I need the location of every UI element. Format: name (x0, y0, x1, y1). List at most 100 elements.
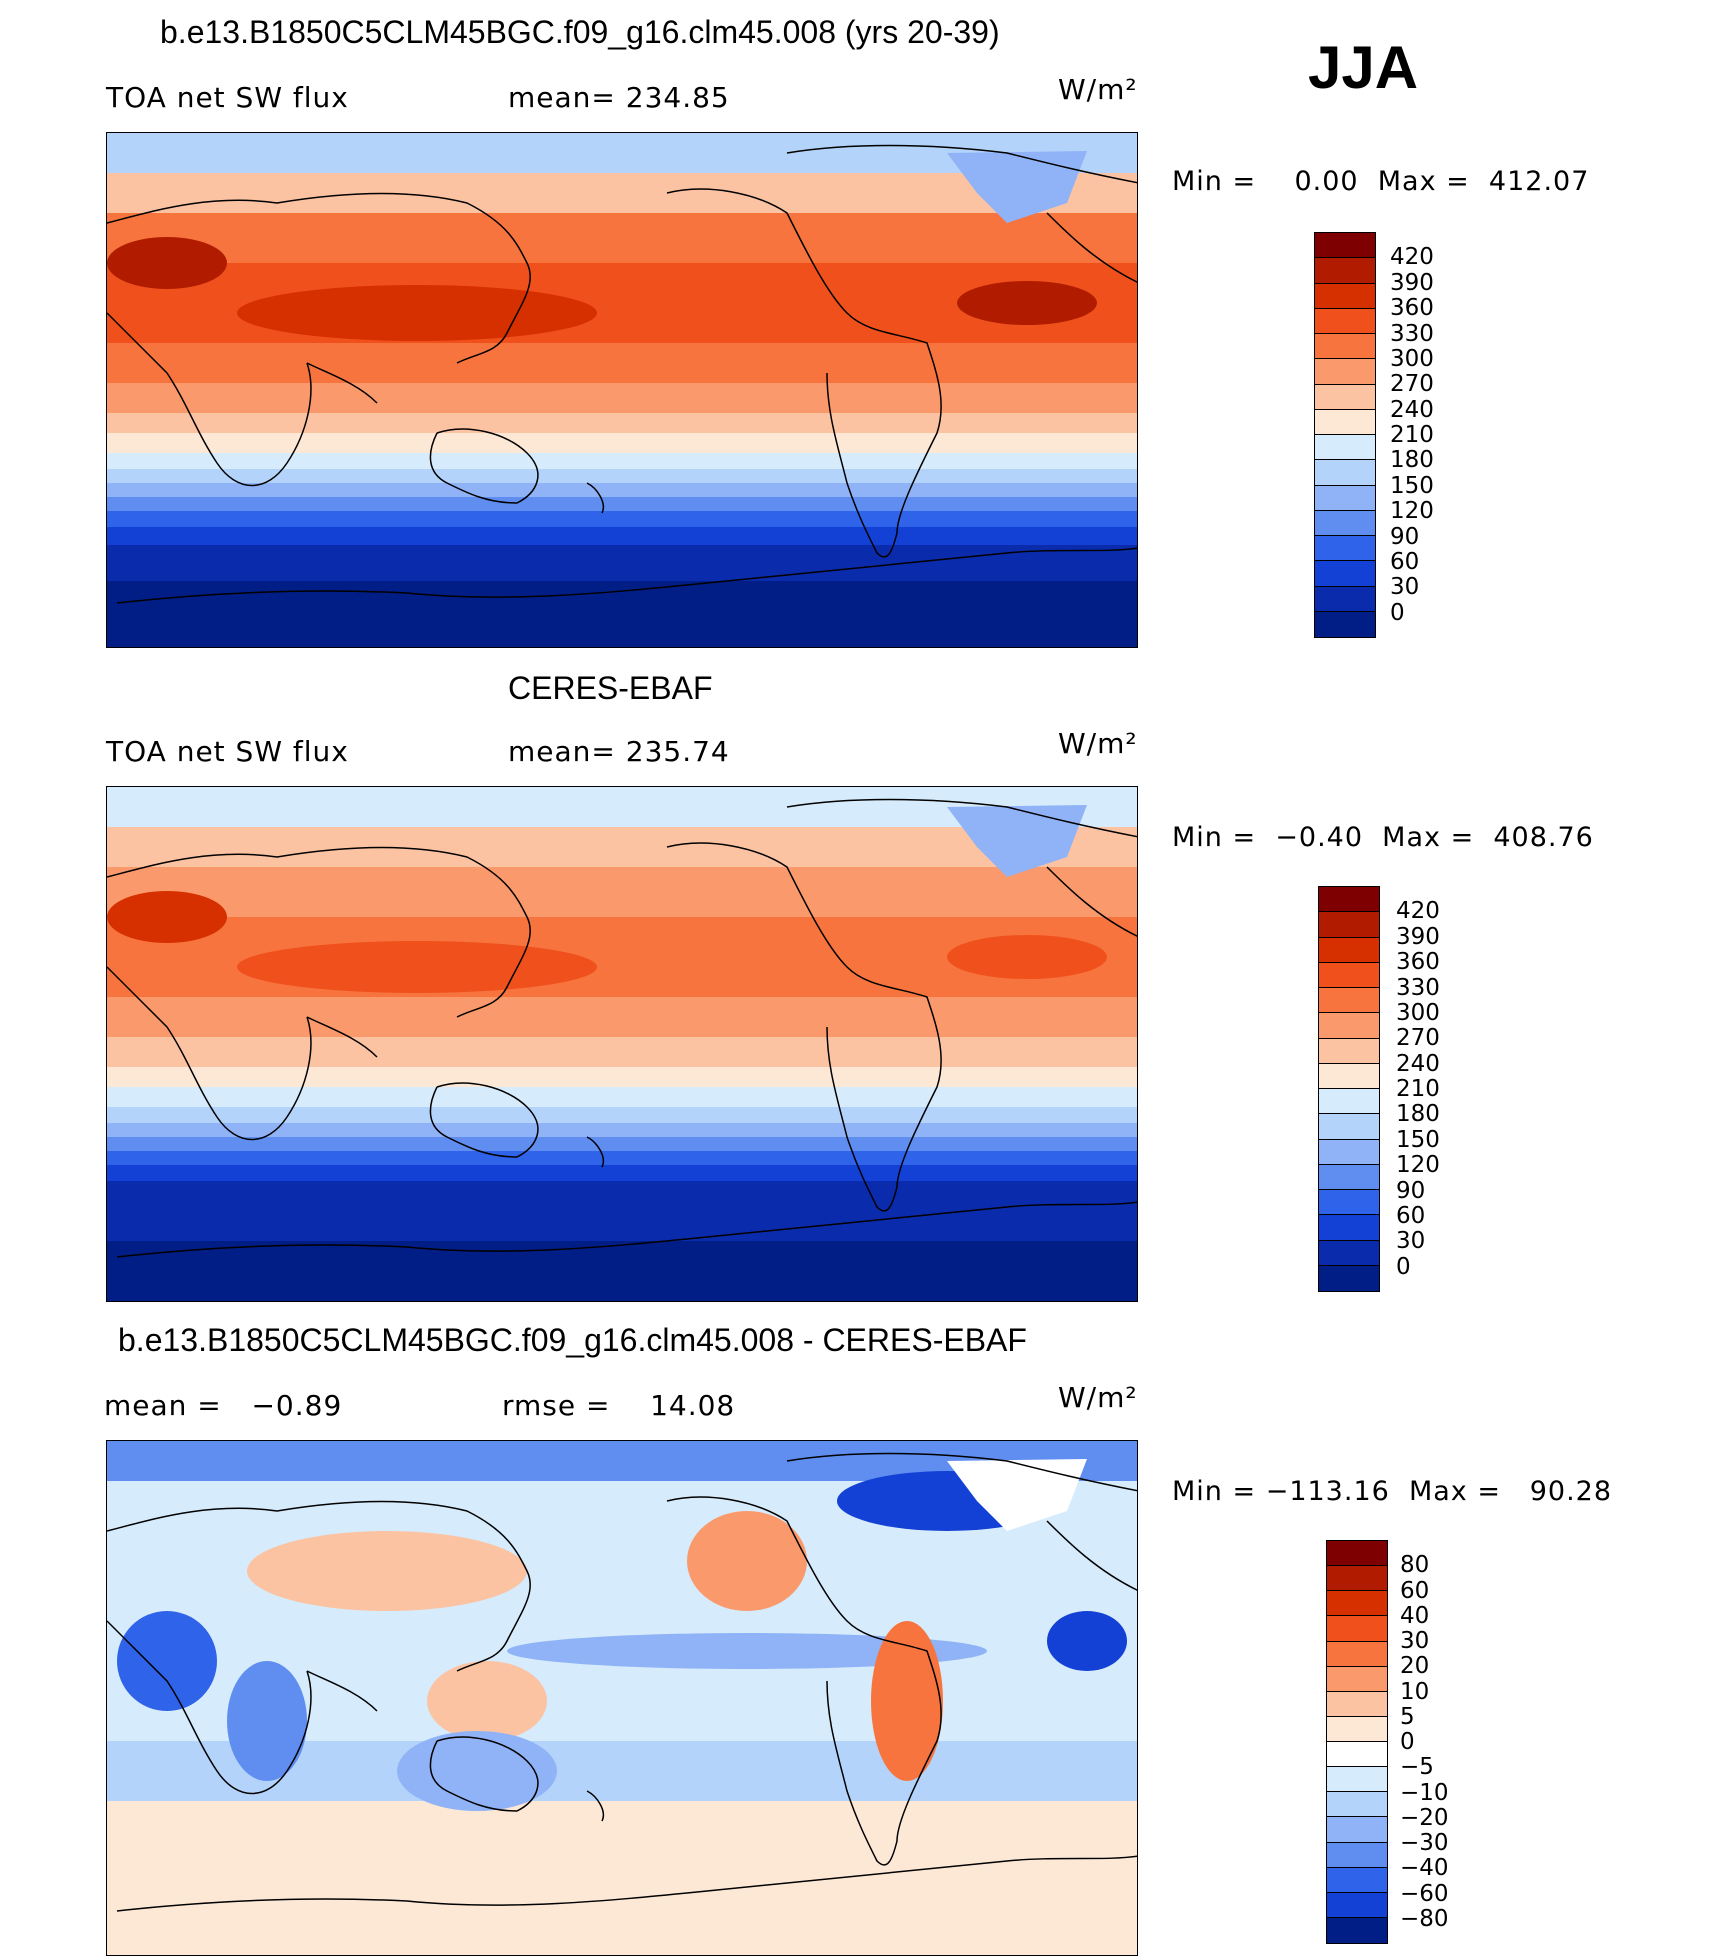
colorbar-tick-label: 240 (1390, 396, 1434, 423)
colorbar-tick-label: 360 (1396, 949, 1440, 976)
colorbar-swatch (1319, 1265, 1379, 1291)
colorbar-tick-label: 80 (1400, 1552, 1430, 1579)
colorbar-swatch (1315, 611, 1375, 637)
colorbar-swatch (1315, 359, 1375, 385)
panel-2-map (106, 786, 1138, 1302)
colorbar-tick-label: −10 (1400, 1779, 1449, 1806)
colorbar-tick-label: 60 (1400, 1577, 1430, 1604)
panel-3-colorbar (1326, 1540, 1388, 1944)
season-label: JJA (1308, 34, 1419, 101)
colorbar-swatch (1315, 435, 1375, 461)
colorbar-swatch (1319, 912, 1379, 938)
colorbar-swatch (1315, 334, 1375, 360)
panel-1-colorbar (1314, 232, 1376, 638)
colorbar-swatch (1327, 1742, 1387, 1768)
colorbar-tick-label: 0 (1400, 1729, 1415, 1755)
colorbar-tick-label: 330 (1390, 320, 1434, 347)
colorbar-tick-label: 210 (1390, 422, 1434, 448)
panel-1-map-graphic (107, 133, 1137, 647)
colorbar-tick-label: 240 (1396, 1050, 1440, 1077)
colorbar-swatch (1319, 1139, 1379, 1165)
colorbar-swatch (1315, 233, 1375, 259)
colorbar-tick-label: 330 (1396, 974, 1440, 1001)
colorbar-swatch (1315, 384, 1375, 410)
colorbar-swatch (1319, 1164, 1379, 1190)
colorbar-tick-label: −80 (1400, 1905, 1449, 1932)
colorbar-tick-label: 360 (1390, 295, 1434, 322)
colorbar-tick-label: 90 (1390, 523, 1420, 550)
colorbar-tick-label: 300 (1396, 999, 1440, 1026)
colorbar-tick-label: 60 (1390, 548, 1420, 575)
colorbar-swatch (1327, 1792, 1387, 1818)
colorbar-swatch (1319, 1190, 1379, 1216)
colorbar-tick-label: 30 (1390, 574, 1420, 601)
colorbar-tick-label: 10 (1400, 1678, 1430, 1705)
colorbar-swatch (1327, 1666, 1387, 1692)
colorbar-tick-label: −60 (1400, 1880, 1449, 1907)
colorbar-tick-label: −30 (1400, 1830, 1449, 1856)
panel-3-rmse-label: rmse = 14.08 (502, 1389, 736, 1422)
colorbar-swatch (1319, 1038, 1379, 1064)
panel-1-title: b.e13.B1850C5CLM45BGC.f09_g16.clm45.008 … (160, 14, 1000, 50)
panel-2-colorbar (1318, 886, 1380, 1292)
colorbar-tick-label: 0 (1390, 599, 1405, 626)
colorbar-swatch (1319, 988, 1379, 1014)
panel-1-units-label: W/m² (1058, 73, 1138, 106)
panel-1-min-max: Min = 0.00 Max = 412.07 (1172, 166, 1590, 197)
colorbar-tick-label: 150 (1390, 472, 1434, 499)
colorbar-swatch (1315, 510, 1375, 536)
colorbar-tick-label: 120 (1390, 498, 1434, 525)
colorbar-swatch (1319, 1114, 1379, 1140)
colorbar-tick-label: 120 (1396, 1152, 1440, 1179)
colorbar-tick-label: 20 (1400, 1653, 1430, 1680)
colorbar-tick-label: −40 (1400, 1855, 1449, 1882)
colorbar-tick-label: −20 (1400, 1804, 1449, 1831)
colorbar-swatch (1327, 1641, 1387, 1667)
colorbar-swatch (1327, 1917, 1387, 1943)
panel-2-min-max: Min = −0.40 Max = 408.76 (1172, 822, 1594, 853)
colorbar-tick-label: 420 (1390, 244, 1434, 271)
panel-2-units-label: W/m² (1058, 727, 1138, 760)
colorbar-swatch (1315, 460, 1375, 486)
colorbar-swatch (1315, 308, 1375, 334)
panel-3-units-label: W/m² (1058, 1381, 1138, 1414)
colorbar-swatch (1319, 937, 1379, 963)
colorbar-swatch (1327, 1541, 1387, 1567)
colorbar-swatch (1315, 283, 1375, 309)
colorbar-tick-label: 270 (1390, 371, 1434, 398)
colorbar-swatch (1327, 1842, 1387, 1868)
panel-1-map (106, 132, 1138, 648)
colorbar-tick-label: 90 (1396, 1177, 1426, 1204)
colorbar-tick-label: 270 (1396, 1025, 1440, 1052)
colorbar-swatch (1319, 887, 1379, 913)
colorbar-swatch (1327, 1566, 1387, 1592)
colorbar-tick-label: 30 (1400, 1628, 1430, 1654)
colorbar-tick-label: 180 (1390, 447, 1434, 474)
colorbar-swatch (1327, 1867, 1387, 1893)
colorbar-swatch (1327, 1716, 1387, 1742)
panel-3-min-max: Min = −113.16 Max = 90.28 (1172, 1476, 1613, 1507)
panel-2-variable-label: TOA net SW flux (106, 735, 349, 768)
colorbar-swatch (1315, 409, 1375, 435)
colorbar-tick-label: 5 (1400, 1703, 1415, 1730)
colorbar-tick-label: 390 (1390, 269, 1434, 296)
colorbar-tick-label: 210 (1396, 1076, 1440, 1102)
colorbar-swatch (1315, 561, 1375, 587)
colorbar-swatch (1327, 1767, 1387, 1793)
panel-1-mean-label: mean= 234.85 (508, 81, 730, 114)
colorbar-swatch (1327, 1616, 1387, 1642)
colorbar-swatch (1327, 1591, 1387, 1617)
colorbar-tick-label: 30 (1396, 1228, 1426, 1255)
colorbar-tick-label: −5 (1400, 1754, 1434, 1781)
colorbar-swatch (1327, 1817, 1387, 1843)
panel-2-mean-label: mean= 235.74 (508, 735, 730, 768)
colorbar-swatch (1319, 1089, 1379, 1115)
colorbar-swatch (1319, 1063, 1379, 1089)
colorbar-swatch (1327, 1691, 1387, 1717)
panel-2-map-graphic (107, 787, 1137, 1301)
colorbar-tick-label: 0 (1396, 1253, 1411, 1280)
panel-3-mean-label: mean = −0.89 (104, 1389, 343, 1422)
panel-3-map (106, 1440, 1138, 1956)
panel-3-map-graphic (107, 1441, 1137, 1955)
colorbar-swatch (1315, 258, 1375, 284)
